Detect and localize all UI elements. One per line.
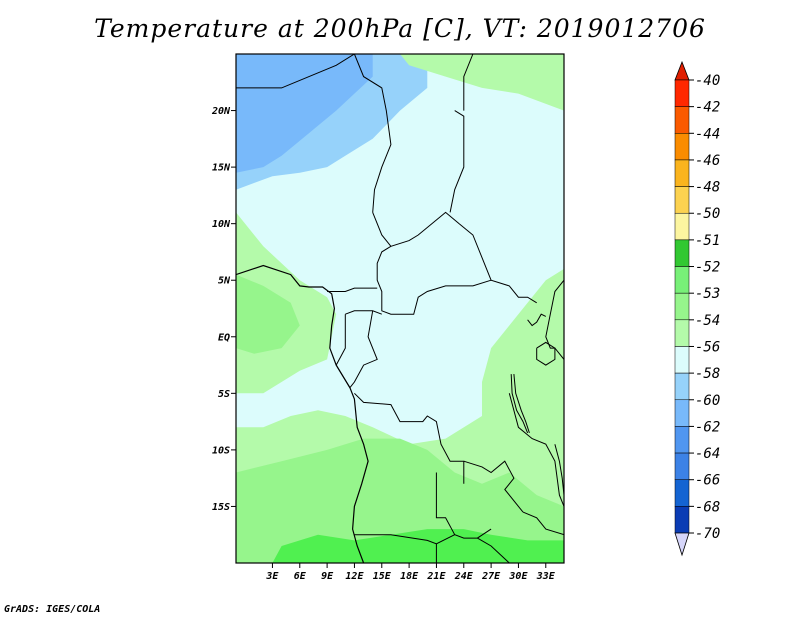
lon-tick-label: 33E <box>536 571 556 582</box>
colorbar-label: -60 <box>695 393 720 409</box>
temperature-region-green-south <box>236 438 564 563</box>
lake-outline-1 <box>513 374 530 434</box>
lon-tick-label: 12E <box>345 571 364 582</box>
colorbar-swatch <box>674 133 690 161</box>
lake-outline-0 <box>510 374 529 434</box>
lon-tick-label: 21E <box>426 571 446 582</box>
colorbar-swatch <box>674 79 690 107</box>
lat-tick-label: 10S <box>212 445 230 456</box>
country-border-2 <box>372 211 460 247</box>
country-border-4 <box>463 54 474 111</box>
colorbar-label: -46 <box>695 153 720 169</box>
colorbar-swatch <box>674 319 690 347</box>
colorbar-label: -56 <box>695 339 720 355</box>
lon-tick-label: 3E <box>265 571 279 582</box>
country-border-17 <box>477 537 510 563</box>
country-border-0 <box>236 54 355 89</box>
lat-tick-label: 15S <box>212 502 230 513</box>
lat-tick-label: 10N <box>212 219 231 230</box>
lake-outline-2 <box>554 444 564 496</box>
colorbar-swatch <box>674 266 690 294</box>
colorbar-label: -40 <box>695 73 720 89</box>
credit-text: GrADS: IGES/COLA <box>4 604 101 615</box>
colorbar-swatch <box>674 212 690 241</box>
colorbar-top-arrow <box>674 60 690 81</box>
lon-tick-label: 6E <box>294 571 307 582</box>
country-border-7 <box>376 245 492 315</box>
country-border-11 <box>349 310 378 389</box>
colorbar-label: -62 <box>695 419 720 435</box>
lat-tick-label: EQ <box>218 332 230 343</box>
lake-outline-4 <box>536 341 556 366</box>
country-border-18 <box>522 511 564 536</box>
colorbar-swatch <box>674 372 690 401</box>
lake-outline-3 <box>527 313 547 327</box>
colorbar-swatch <box>674 159 690 187</box>
temperature-region-green-northeast <box>400 54 564 111</box>
country-border-5 <box>449 110 465 213</box>
lon-tick-label: 30E <box>508 571 528 582</box>
country-border-14 <box>508 393 564 507</box>
colorbar-label: -52 <box>695 260 720 276</box>
lon-tick-label: 15E <box>373 571 392 582</box>
colorbar-swatch <box>674 346 690 374</box>
colorbar-label: -50 <box>695 206 720 222</box>
colorbar-label: -70 <box>695 526 720 542</box>
country-border-3 <box>458 223 537 304</box>
temperature-region-green-west-coast <box>236 274 300 354</box>
temperature-region-coldest-north <box>236 54 373 173</box>
temperature-region-darker-south <box>272 529 564 563</box>
coastline-0 <box>236 264 369 563</box>
lon-tick-label: 24E <box>454 571 474 582</box>
colorbar-label: -42 <box>695 100 720 116</box>
colorbar-swatch <box>674 506 690 534</box>
lat-tick-label: 20N <box>211 106 231 117</box>
colorbar-label: -58 <box>695 366 720 382</box>
lon-tick-label: 9E <box>321 571 334 582</box>
colorbar-swatch <box>674 239 690 267</box>
country-border-9 <box>345 310 382 315</box>
country-border-12 <box>354 392 465 484</box>
lat-tick-label: 5N <box>218 276 231 287</box>
lat-tick-label: 15N <box>212 163 231 174</box>
colorbar-label: -68 <box>695 499 720 515</box>
lon-tick-label: 27E <box>481 571 501 582</box>
colorbar-label: -51 <box>695 233 720 249</box>
colorbar-swatch <box>674 426 690 454</box>
chart-title: Temperature at 200hPa [C], VT: 201901270… <box>94 14 706 43</box>
lon-tick-label: 18E <box>400 571 419 582</box>
colorbar-swatch <box>674 106 690 134</box>
country-border-13 <box>463 460 524 513</box>
colorbar-label: -53 <box>695 286 720 302</box>
colorbar-swatch <box>674 292 690 321</box>
country-border-19 <box>435 472 456 535</box>
map-frame <box>235 53 565 564</box>
colorbar-swatch <box>674 186 690 214</box>
country-border-15 <box>354 528 492 545</box>
colorbar-label: -48 <box>695 180 720 196</box>
colorbar-label: -54 <box>695 313 720 329</box>
colorbar-label: -64 <box>695 446 720 462</box>
colorbar-bottom-arrow <box>674 532 690 557</box>
colorbar-swatch <box>674 452 690 480</box>
country-border-1 <box>353 54 392 213</box>
colorbar-swatch <box>674 479 690 507</box>
country-border-8 <box>327 287 378 292</box>
map-layer <box>236 54 564 563</box>
colorbar-swatch <box>674 399 690 427</box>
colorbar-label: -44 <box>695 126 720 142</box>
colorbar-label: -66 <box>695 473 720 489</box>
lat-tick-label: 5S <box>218 389 230 400</box>
